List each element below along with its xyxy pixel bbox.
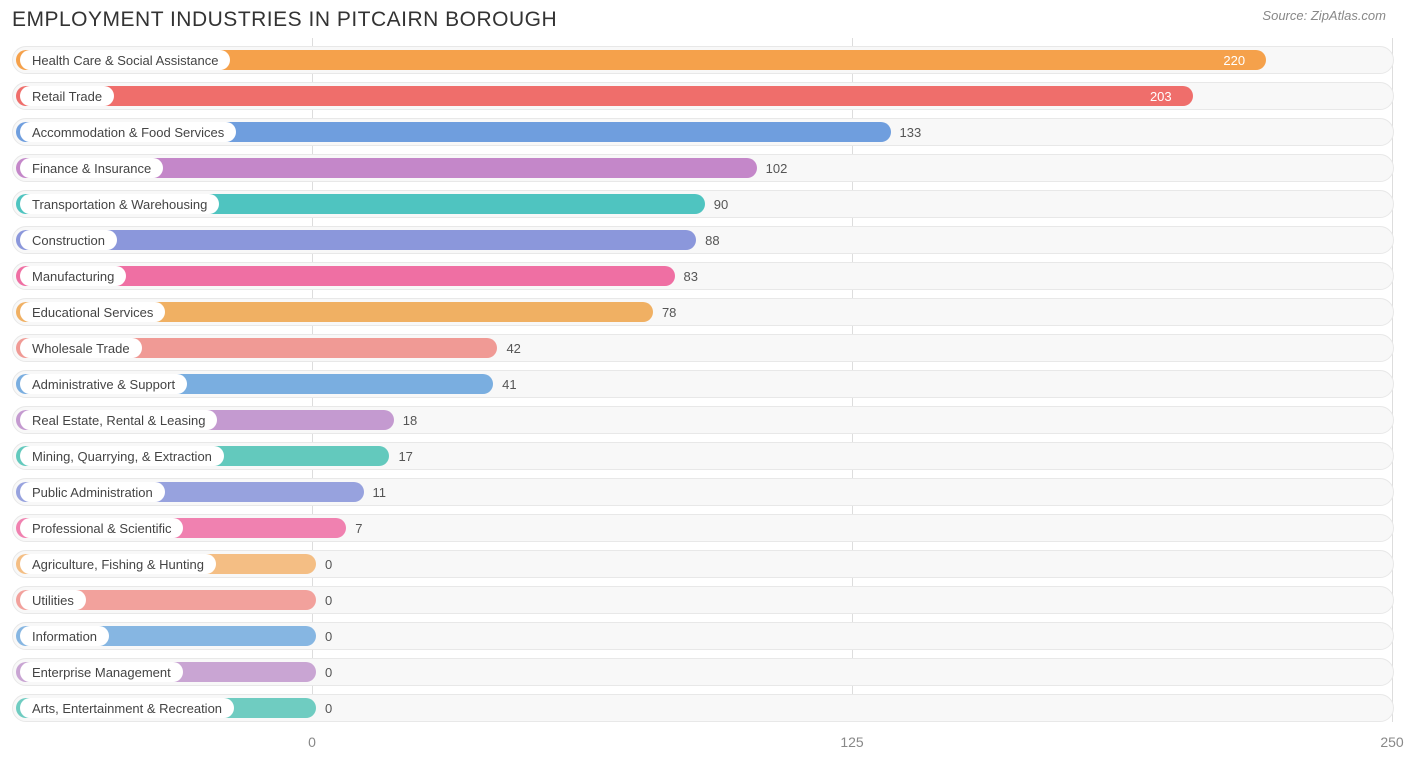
x-axis-tick: 250 bbox=[1380, 734, 1403, 750]
bar-row: Finance & Insurance 102 bbox=[12, 154, 1394, 182]
bar-value: 0 bbox=[325, 659, 332, 685]
source-name: ZipAtlas.com bbox=[1311, 8, 1386, 23]
bar-row: Manufacturing 83 bbox=[12, 262, 1394, 290]
chart-title: EMPLOYMENT INDUSTRIES IN PITCAIRN BOROUG… bbox=[12, 8, 557, 32]
bar-fill bbox=[16, 230, 696, 250]
bar-value: 41 bbox=[502, 371, 516, 397]
x-axis-tick: 0 bbox=[308, 734, 316, 750]
chart-area: Health Care & Social Assistance 220 Retail… bbox=[0, 38, 1406, 722]
bar-row: Enterprise Management 0 bbox=[12, 658, 1394, 686]
bar-row: Professional & Scientific 7 bbox=[12, 514, 1394, 542]
bar-label: Real Estate, Rental & Leasing bbox=[20, 410, 217, 430]
bar-value: 0 bbox=[325, 551, 332, 577]
bar-value: 0 bbox=[325, 623, 332, 649]
bar-value: 0 bbox=[325, 587, 332, 613]
chart-source: Source: ZipAtlas.com bbox=[1262, 8, 1386, 23]
bar-row: Real Estate, Rental & Leasing 18 bbox=[12, 406, 1394, 434]
bar-value: 11 bbox=[373, 479, 387, 505]
bar-label: Manufacturing bbox=[20, 266, 126, 286]
bar-value: 0 bbox=[325, 695, 332, 721]
bar-row: Utilities 0 bbox=[12, 586, 1394, 614]
bar-label: Professional & Scientific bbox=[20, 518, 183, 538]
bar-label: Transportation & Warehousing bbox=[20, 194, 219, 214]
bar-row: Accommodation & Food Services 133 bbox=[12, 118, 1394, 146]
bar-label: Health Care & Social Assistance bbox=[20, 50, 230, 70]
bar-value: 18 bbox=[403, 407, 417, 433]
bar-value: 7 bbox=[355, 515, 362, 541]
bar-value: 133 bbox=[900, 119, 922, 145]
bar-label: Mining, Quarrying, & Extraction bbox=[20, 446, 224, 466]
bar-label: Construction bbox=[20, 230, 117, 250]
bar-row: Educational Services 78 bbox=[12, 298, 1394, 326]
bar-row: Health Care & Social Assistance 220 bbox=[12, 46, 1394, 74]
bar-row: Transportation & Warehousing 90 bbox=[12, 190, 1394, 218]
bar-label: Administrative & Support bbox=[20, 374, 187, 394]
bar-row: Administrative & Support 41 bbox=[12, 370, 1394, 398]
bar-label: Utilities bbox=[20, 590, 86, 610]
bar-row: Arts, Entertainment & Recreation 0 bbox=[12, 694, 1394, 722]
bar-label: Information bbox=[20, 626, 109, 646]
bar-label: Retail Trade bbox=[20, 86, 114, 106]
bar-row: Agriculture, Fishing & Hunting 0 bbox=[12, 550, 1394, 578]
bar-row: Public Administration 11 bbox=[12, 478, 1394, 506]
bar-value: 83 bbox=[684, 263, 698, 289]
bar-label: Agriculture, Fishing & Hunting bbox=[20, 554, 216, 574]
bar-label: Finance & Insurance bbox=[20, 158, 163, 178]
bar-label: Educational Services bbox=[20, 302, 165, 322]
bar-value: 78 bbox=[662, 299, 676, 325]
chart-header: EMPLOYMENT INDUSTRIES IN PITCAIRN BOROUG… bbox=[0, 0, 1406, 38]
bar-row: Information 0 bbox=[12, 622, 1394, 650]
bar-row: Retail Trade 203 bbox=[12, 82, 1394, 110]
bar-row: Construction 88 bbox=[12, 226, 1394, 254]
source-label: Source: bbox=[1262, 8, 1307, 23]
bar-label: Enterprise Management bbox=[20, 662, 183, 682]
x-axis: 0125250 bbox=[12, 730, 1394, 760]
x-axis-tick: 125 bbox=[840, 734, 863, 750]
bar-row: Mining, Quarrying, & Extraction 17 bbox=[12, 442, 1394, 470]
bar-value: 220 bbox=[1223, 47, 1245, 73]
bar-value: 203 bbox=[1150, 83, 1172, 109]
bar-row: Wholesale Trade 42 bbox=[12, 334, 1394, 362]
bar-label: Accommodation & Food Services bbox=[20, 122, 236, 142]
bar-fill bbox=[16, 86, 1193, 106]
bar-label: Arts, Entertainment & Recreation bbox=[20, 698, 234, 718]
bar-value: 42 bbox=[506, 335, 520, 361]
bar-label: Public Administration bbox=[20, 482, 165, 502]
bar-value: 90 bbox=[714, 191, 728, 217]
bar-value: 102 bbox=[766, 155, 788, 181]
bar-label: Wholesale Trade bbox=[20, 338, 142, 358]
bar-value: 88 bbox=[705, 227, 719, 253]
bar-value: 17 bbox=[398, 443, 412, 469]
